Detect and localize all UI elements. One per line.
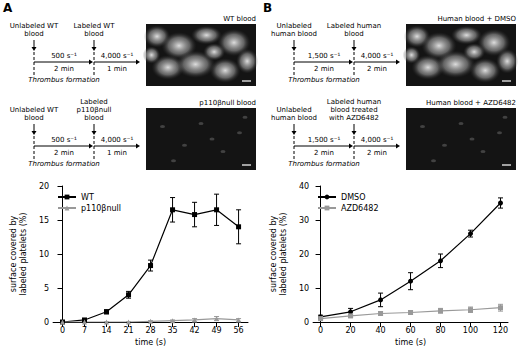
svg-text:Unlabeled: Unlabeled — [276, 106, 311, 114]
svg-text:2 min: 2 min — [54, 65, 74, 73]
svg-text:7: 7 — [82, 326, 87, 335]
svg-text:0: 0 — [60, 326, 65, 335]
svg-text:with AZD6482: with AZD6482 — [329, 114, 379, 122]
svg-text:Labeled human: Labeled human — [327, 22, 381, 30]
svg-text:4,000 s⁻¹: 4,000 s⁻¹ — [361, 136, 394, 144]
svg-text:1 min: 1 min — [107, 65, 127, 73]
svg-text:Human blood + DMSO: Human blood + DMSO — [437, 15, 516, 23]
svg-text:blood treated: blood treated — [330, 106, 377, 114]
svg-text:120: 120 — [493, 326, 508, 335]
svg-text:500 s⁻¹: 500 s⁻¹ — [51, 52, 77, 60]
svg-text:30: 30 — [299, 216, 309, 225]
svg-text:blood: blood — [84, 114, 103, 122]
svg-text:Human blood + AZD6482: Human blood + AZD6482 — [426, 99, 516, 107]
svg-text:20: 20 — [345, 326, 355, 335]
svg-text:human blood: human blood — [271, 30, 317, 38]
svg-text:Labeled: Labeled — [80, 98, 108, 106]
svg-text:28: 28 — [145, 326, 155, 335]
svg-text:2 min: 2 min — [314, 149, 334, 157]
svg-text:Labeled WT: Labeled WT — [73, 22, 115, 30]
svg-text:500 s⁻¹: 500 s⁻¹ — [51, 136, 77, 144]
svg-text:Unlabeled WT: Unlabeled WT — [10, 22, 59, 30]
svg-text:2 min: 2 min — [367, 149, 387, 157]
svg-text:blood: blood — [344, 30, 363, 38]
svg-text:1,500 s⁻¹: 1,500 s⁻¹ — [308, 52, 341, 60]
svg-text:35: 35 — [167, 326, 177, 335]
svg-text:Thrombus formation: Thrombus formation — [288, 76, 360, 84]
svg-text:labeled platelets (%): labeled platelets (%) — [279, 213, 288, 296]
svg-text:56: 56 — [233, 326, 243, 335]
svg-text:blood: blood — [24, 30, 43, 38]
svg-text:49: 49 — [211, 326, 221, 335]
svg-text:blood: blood — [84, 30, 103, 38]
svg-text:surface covered by: surface covered by — [9, 215, 18, 292]
svg-text:Thrombus formation: Thrombus formation — [28, 160, 100, 168]
svg-text:DMSO: DMSO — [341, 193, 365, 202]
svg-text:Thrombus formation: Thrombus formation — [288, 160, 360, 168]
svg-text:20: 20 — [299, 250, 309, 259]
svg-text:Unlabeled WT: Unlabeled WT — [10, 106, 59, 114]
svg-text:10: 10 — [39, 250, 49, 259]
svg-text:Labeled human: Labeled human — [327, 98, 381, 106]
svg-text:1,500 s⁻¹: 1,500 s⁻¹ — [308, 136, 341, 144]
svg-text:21: 21 — [123, 326, 133, 335]
svg-text:p110βnull blood: p110βnull blood — [199, 99, 256, 107]
svg-text:10: 10 — [299, 284, 309, 293]
svg-text:time (s): time (s) — [395, 338, 426, 347]
svg-text:p110βnull: p110βnull — [81, 204, 121, 213]
svg-text:60: 60 — [405, 326, 415, 335]
svg-text:15: 15 — [39, 216, 49, 225]
svg-text:WT blood: WT blood — [223, 15, 256, 23]
svg-text:0: 0 — [44, 318, 49, 327]
svg-text:labeled platelets (%): labeled platelets (%) — [19, 213, 28, 296]
svg-text:surface covered by: surface covered by — [269, 215, 278, 292]
svg-text:20: 20 — [39, 182, 49, 191]
svg-text:42: 42 — [189, 326, 199, 335]
svg-text:4,000 s⁻¹: 4,000 s⁻¹ — [101, 52, 134, 60]
svg-text:p110βnull: p110βnull — [76, 106, 111, 114]
svg-text:2 min: 2 min — [314, 65, 334, 73]
svg-text:AZD6482: AZD6482 — [341, 204, 378, 213]
svg-text:blood: blood — [24, 114, 43, 122]
svg-text:1 min: 1 min — [107, 149, 127, 157]
svg-text:40: 40 — [299, 182, 309, 191]
svg-text:B: B — [263, 1, 272, 15]
svg-text:14: 14 — [101, 326, 111, 335]
svg-text:Unlabeled: Unlabeled — [276, 22, 311, 30]
svg-text:0: 0 — [318, 326, 323, 335]
svg-text:4,000 s⁻¹: 4,000 s⁻¹ — [101, 136, 134, 144]
svg-text:human blood: human blood — [271, 114, 317, 122]
svg-text:40: 40 — [375, 326, 385, 335]
svg-text:5: 5 — [44, 284, 49, 293]
svg-text:80: 80 — [435, 326, 445, 335]
svg-text:4,000 s⁻¹: 4,000 s⁻¹ — [361, 52, 394, 60]
svg-text:0: 0 — [304, 318, 309, 327]
svg-text:100: 100 — [463, 326, 478, 335]
svg-text:time (s): time (s) — [135, 338, 166, 347]
svg-text:Thrombus formation: Thrombus formation — [28, 76, 100, 84]
svg-text:2 min: 2 min — [367, 65, 387, 73]
svg-text:WT: WT — [81, 193, 94, 202]
svg-text:A: A — [3, 1, 13, 15]
svg-text:2 min: 2 min — [54, 149, 74, 157]
